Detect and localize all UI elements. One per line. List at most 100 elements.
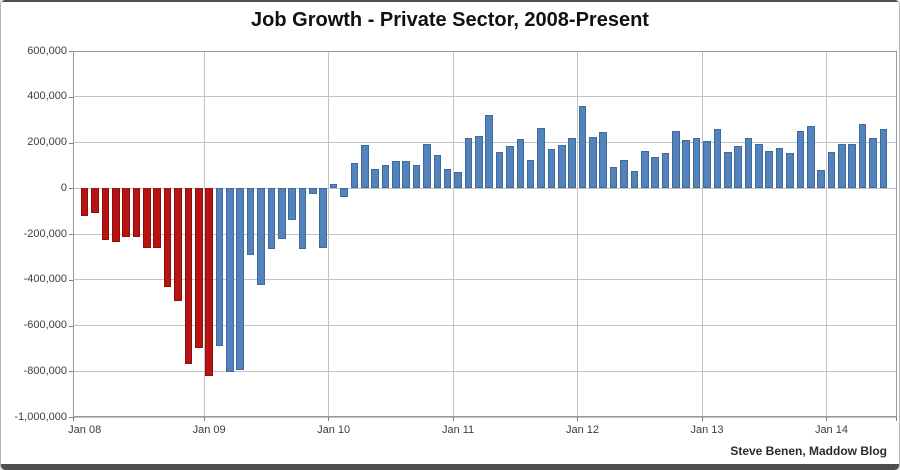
bar-month-58: [672, 131, 680, 189]
gridline-vertical-year: [328, 51, 330, 417]
y-axis-tick-label: 400,000: [27, 90, 67, 103]
y-axis-tick: [69, 234, 73, 235]
plot-border: [73, 51, 897, 417]
bar-month-42: [506, 145, 514, 189]
bar-month-59: [682, 140, 691, 189]
bar-month-72: [817, 169, 825, 189]
y-axis-tick-label: -400,000: [23, 273, 67, 286]
bar-month-31: [392, 160, 400, 189]
bar-month-10: [174, 188, 182, 302]
y-axis-tick-label: -800,000: [23, 364, 67, 377]
y-axis-tick: [69, 96, 73, 98]
plot-area: [73, 50, 897, 418]
bar-month-12: [194, 188, 203, 349]
bar-month-30: [381, 165, 390, 189]
bar-month-9: [163, 188, 172, 287]
x-axis-tick: [826, 417, 828, 421]
attribution-text: Steve Benen, Maddow Blog: [730, 444, 887, 458]
bar-month-5: [122, 188, 130, 238]
bar-month-69: [786, 152, 794, 189]
bar-month-71: [806, 126, 815, 189]
y-axis-tick: [69, 51, 73, 52]
bar-month-73: [827, 151, 836, 189]
bar-month-67: [765, 150, 774, 189]
bar-month-35: [433, 155, 442, 189]
gridline-vertical-year: [203, 51, 205, 417]
x-axis-tick: [452, 417, 454, 421]
bar-month-70: [796, 131, 805, 189]
x-axis-tick-label: Jan 08: [68, 424, 102, 436]
frame-bottom-border: [1, 464, 899, 470]
x-axis-tick: [577, 417, 579, 421]
x-axis-tick: [73, 417, 74, 421]
bar-month-13: [205, 188, 213, 376]
bar-month-32: [402, 160, 410, 189]
bar-month-18: [257, 188, 265, 286]
bar-month-24: [319, 188, 328, 248]
bar-month-60: [692, 137, 701, 189]
x-axis-tick-label: Jan 09: [192, 424, 226, 436]
bar-month-77: [869, 137, 877, 189]
bar-month-75: [848, 143, 856, 189]
gridline-horizontal: [73, 325, 897, 326]
y-axis-tick-label: 0: [60, 181, 67, 194]
bar-month-37: [454, 172, 462, 189]
y-axis-tick-label: -200,000: [23, 227, 67, 240]
gridline-vertical-year: [826, 51, 828, 417]
gridline-horizontal: [73, 142, 897, 143]
x-axis-tick-label: Jan 11: [441, 424, 475, 436]
frame-top-border: [1, 0, 899, 2]
bar-month-21: [288, 188, 296, 221]
x-axis-tick-label: Jan 12: [566, 424, 600, 436]
bar-month-39: [475, 135, 483, 189]
x-axis-tick-label: Jan 13: [690, 424, 724, 436]
gridline-horizontal: [73, 233, 897, 235]
bar-month-50: [589, 136, 597, 189]
bar-month-14: [215, 188, 224, 347]
bar-month-53: [620, 159, 628, 189]
bar-month-45: [537, 127, 545, 189]
bar-month-46: [547, 149, 556, 189]
x-axis-tick-label: Jan 14: [814, 424, 848, 436]
y-axis-tick-label: -600,000: [23, 319, 67, 331]
bar-month-16: [236, 188, 245, 371]
y-axis-tick: [69, 417, 73, 418]
gridline-horizontal: [73, 187, 897, 189]
bar-month-44: [526, 159, 535, 189]
bar-month-11: [184, 188, 193, 365]
bar-month-15: [226, 188, 234, 373]
x-axis-tick: [701, 417, 703, 421]
bar-month-61: [703, 141, 711, 189]
bar-month-17: [246, 188, 255, 255]
bar-month-4: [112, 188, 120, 242]
y-axis-tick: [69, 188, 73, 190]
bar-month-52: [609, 166, 618, 189]
bar-month-63: [723, 151, 732, 189]
bar-month-26: [340, 188, 348, 198]
x-axis-tick: [328, 417, 330, 421]
x-axis-tick-label: Jan 10: [317, 424, 351, 436]
bar-month-57: [661, 152, 670, 189]
bar-month-55: [640, 150, 649, 189]
bar-month-64: [734, 145, 742, 189]
gridline-horizontal: [73, 279, 897, 281]
bar-month-36: [443, 168, 452, 189]
bar-month-62: [713, 128, 722, 189]
y-axis-tick: [69, 279, 73, 281]
y-axis-tick-label: -1,000,000: [14, 410, 67, 423]
bar-month-54: [630, 171, 639, 189]
bar-month-40: [485, 115, 493, 189]
bar-month-6: [132, 188, 141, 238]
bar-month-29: [371, 168, 379, 189]
bar-month-3: [101, 188, 110, 240]
bar-month-47: [557, 144, 566, 189]
bar-month-1: [80, 188, 89, 216]
bar-month-65: [744, 137, 753, 189]
chart-title: Job Growth - Private Sector, 2008-Presen…: [251, 9, 649, 31]
bar-month-78: [879, 128, 888, 189]
bar-month-48: [568, 137, 576, 189]
x-axis-tick: [203, 417, 205, 421]
bar-month-49: [578, 105, 587, 189]
bar-month-19: [267, 188, 276, 249]
